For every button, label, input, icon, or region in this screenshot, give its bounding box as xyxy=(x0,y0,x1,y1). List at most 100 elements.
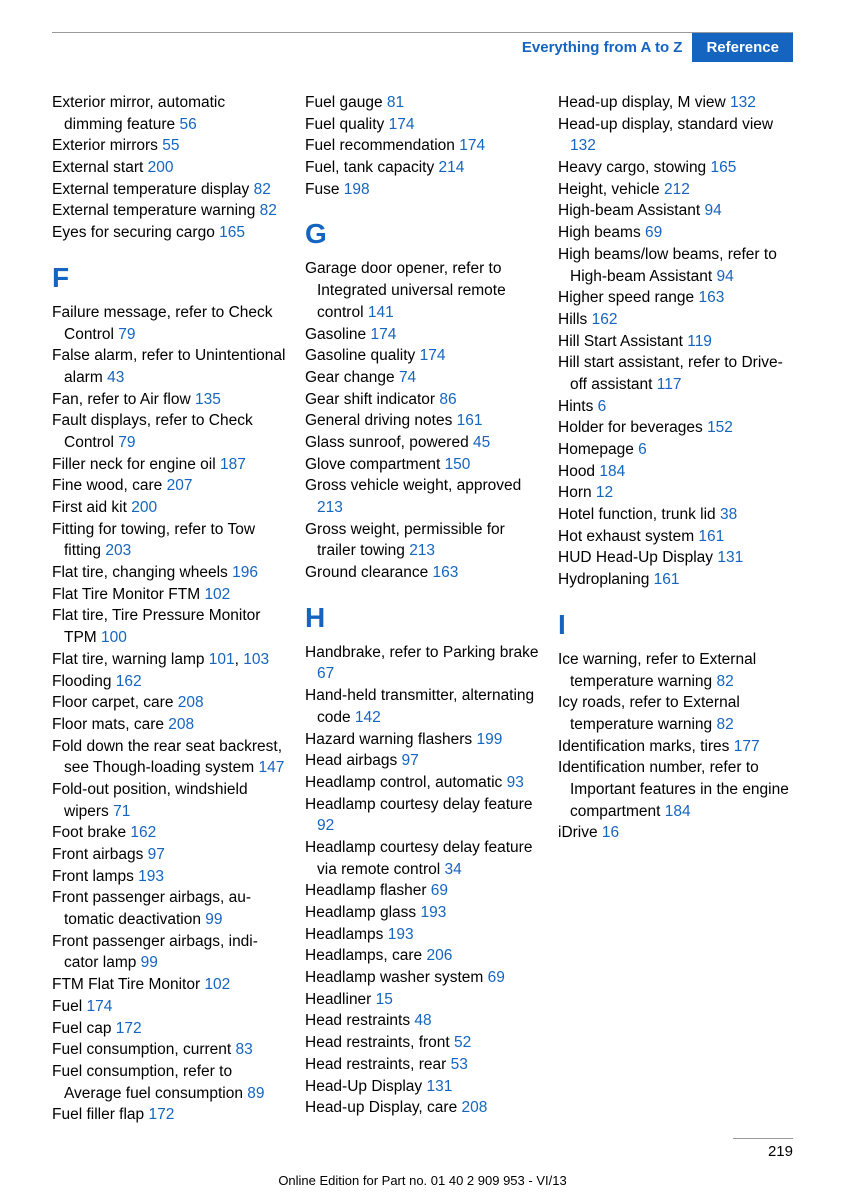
index-page-link[interactable]: 82 xyxy=(716,673,733,690)
index-page-link[interactable]: 193 xyxy=(138,868,164,885)
index-page-link[interactable]: 132 xyxy=(570,137,596,154)
index-page-link[interactable]: 212 xyxy=(664,181,690,198)
index-page-link[interactable]: 82 xyxy=(254,181,271,198)
index-page-link[interactable]: 102 xyxy=(204,586,230,603)
index-page-link[interactable]: 199 xyxy=(476,731,502,748)
index-page-link[interactable]: 86 xyxy=(439,391,456,408)
index-page-link[interactable]: 193 xyxy=(388,926,414,943)
index-page-link[interactable]: 184 xyxy=(665,803,691,820)
index-page-link[interactable]: 74 xyxy=(399,369,416,386)
index-page-link[interactable]: 141 xyxy=(368,304,394,321)
index-page-link[interactable]: 208 xyxy=(462,1099,488,1116)
index-entry-text: Gear shift indicator xyxy=(305,391,439,408)
index-page-link[interactable]: 161 xyxy=(698,528,724,545)
index-page-link[interactable]: 38 xyxy=(720,506,737,523)
index-entry: Higher speed range 163 xyxy=(558,287,793,309)
index-page-link[interactable]: 131 xyxy=(717,549,743,566)
index-page-link[interactable]: 198 xyxy=(344,181,370,198)
index-page-link[interactable]: 214 xyxy=(439,159,465,176)
index-page-link[interactable]: 174 xyxy=(86,998,112,1015)
index-page-link[interactable]: 196 xyxy=(232,564,258,581)
index-page-link[interactable]: 208 xyxy=(168,716,194,733)
index-page-link[interactable]: 162 xyxy=(130,824,156,841)
index-page-link[interactable]: 97 xyxy=(402,752,419,769)
index-page-link[interactable]: 172 xyxy=(148,1106,174,1123)
index-page-link[interactable]: 82 xyxy=(260,202,277,219)
index-page-link[interactable]: 83 xyxy=(236,1041,253,1058)
index-page-link[interactable]: 142 xyxy=(355,709,381,726)
index-page-link[interactable]: 117 xyxy=(657,376,682,393)
index-page-link[interactable]: 102 xyxy=(204,976,230,993)
index-page-link[interactable]: 203 xyxy=(105,542,131,559)
index-page-link[interactable]: 193 xyxy=(420,904,446,921)
index-page-link[interactable]: 79 xyxy=(118,326,135,343)
index-page-link[interactable]: 163 xyxy=(698,289,724,306)
index-page-link[interactable]: 69 xyxy=(645,224,662,241)
index-page-link[interactable]: 12 xyxy=(596,484,613,501)
index-page-link[interactable]: 132 xyxy=(730,94,756,111)
index-page-link[interactable]: 34 xyxy=(445,861,462,878)
index-page-link[interactable]: 174 xyxy=(389,116,415,133)
index-page-link[interactable]: 45 xyxy=(473,434,490,451)
index-page-link[interactable]: 48 xyxy=(414,1012,431,1029)
index-page-link[interactable]: 213 xyxy=(317,499,343,516)
index-page-link[interactable]: 81 xyxy=(387,94,404,111)
index-page-link[interactable]: 100 xyxy=(101,629,127,646)
index-page-link[interactable]: 97 xyxy=(148,846,165,863)
index-page-link[interactable]: 187 xyxy=(220,456,246,473)
index-page-link[interactable]: 172 xyxy=(116,1020,142,1037)
index-page-link[interactable]: 101 xyxy=(209,651,235,668)
index-page-link[interactable]: 207 xyxy=(167,477,193,494)
index-page-link[interactable]: 93 xyxy=(507,774,524,791)
index-page-link[interactable]: 200 xyxy=(148,159,174,176)
index-page-link[interactable]: 131 xyxy=(426,1078,452,1095)
index-page-link[interactable]: 43 xyxy=(107,369,124,386)
index-page-link[interactable]: 99 xyxy=(141,954,158,971)
index-page-link[interactable]: 92 xyxy=(317,817,334,834)
index-page-link[interactable]: 79 xyxy=(118,434,135,451)
index-page-link[interactable]: 69 xyxy=(488,969,505,986)
index-page-link[interactable]: 174 xyxy=(370,326,396,343)
index-page-link[interactable]: 99 xyxy=(205,911,222,928)
index-page-link[interactable]: 15 xyxy=(376,991,393,1008)
index-page-link[interactable]: 119 xyxy=(687,333,712,350)
index-page-link[interactable]: 94 xyxy=(716,268,733,285)
index-page-link[interactable]: 206 xyxy=(426,947,452,964)
index-page-link[interactable]: 94 xyxy=(704,202,721,219)
index-page-link[interactable]: 69 xyxy=(431,882,448,899)
index-page-link[interactable]: 135 xyxy=(195,391,221,408)
index-entry: Homepage 6 xyxy=(558,439,793,461)
index-page-link[interactable]: 161 xyxy=(654,571,680,588)
index-page-link[interactable]: 147 xyxy=(258,759,284,776)
index-page-link[interactable]: 184 xyxy=(599,463,625,480)
index-page-link[interactable]: 174 xyxy=(459,137,485,154)
index-page-link[interactable]: 200 xyxy=(131,499,157,516)
index-page-link[interactable]: 174 xyxy=(420,347,446,364)
index-page-link[interactable]: 213 xyxy=(409,542,435,559)
index-page-link[interactable]: 162 xyxy=(116,673,142,690)
index-page-link[interactable]: 55 xyxy=(162,137,179,154)
index-page-link[interactable]: 163 xyxy=(433,564,459,581)
index-page-link[interactable]: 6 xyxy=(598,398,607,415)
index-page-link[interactable]: 6 xyxy=(638,441,647,458)
index-page-link[interactable]: 162 xyxy=(592,311,618,328)
index-page-link[interactable]: 56 xyxy=(179,116,196,133)
index-page-link[interactable]: 89 xyxy=(247,1085,264,1102)
index-entry: Gasoline quality 174 xyxy=(305,345,540,367)
index-page-link[interactable]: 161 xyxy=(457,412,483,429)
index-page-link[interactable]: 16 xyxy=(602,824,619,841)
index-page-link[interactable]: 152 xyxy=(707,419,733,436)
index-page-link[interactable]: 165 xyxy=(219,224,245,241)
index-page-link[interactable]: 82 xyxy=(716,716,733,733)
index-page-link[interactable]: 52 xyxy=(454,1034,471,1051)
index-page-link[interactable]: 71 xyxy=(113,803,130,820)
index-entry: Flat tire, Tire Pressure Moni­tor TPM 10… xyxy=(52,605,287,648)
index-page-link[interactable]: 165 xyxy=(711,159,737,176)
index-page-link[interactable]: 208 xyxy=(178,694,204,711)
index-page-link[interactable]: 177 xyxy=(734,738,760,755)
index-page-link[interactable]: 150 xyxy=(445,456,471,473)
index-entry: Hand-held transmitter, alter­nating code… xyxy=(305,685,540,728)
index-page-link[interactable]: 53 xyxy=(451,1056,468,1073)
index-page-link[interactable]: 103 xyxy=(243,651,269,668)
index-page-link[interactable]: 67 xyxy=(317,665,334,682)
